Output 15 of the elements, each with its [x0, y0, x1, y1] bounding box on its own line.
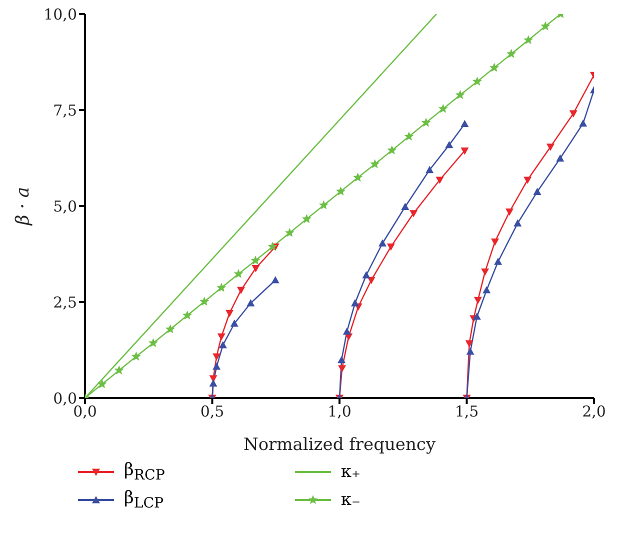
legend-label: κ₊: [340, 462, 360, 482]
y-tick-label: 7,5: [53, 101, 77, 120]
legend-label: β$_{LCP}$: [124, 488, 164, 512]
y-tick-label: 5,0: [53, 197, 77, 216]
x-tick-label: 2,0: [582, 402, 606, 421]
legend-label: β$_{RCP}$: [124, 460, 165, 484]
legend-label: κ₋: [340, 490, 360, 510]
y-tick-label: 10,0: [44, 5, 77, 24]
y-axis-title: β · a: [12, 186, 34, 226]
y-tick-label: 2,5: [53, 293, 77, 312]
x-tick-label: 0,5: [200, 402, 224, 421]
x-tick-label: 1,5: [454, 402, 479, 421]
x-tick-label: 0,0: [73, 402, 97, 421]
x-axis-title: Normalized frequency: [243, 435, 436, 455]
x-tick-label: 1,0: [328, 402, 352, 421]
